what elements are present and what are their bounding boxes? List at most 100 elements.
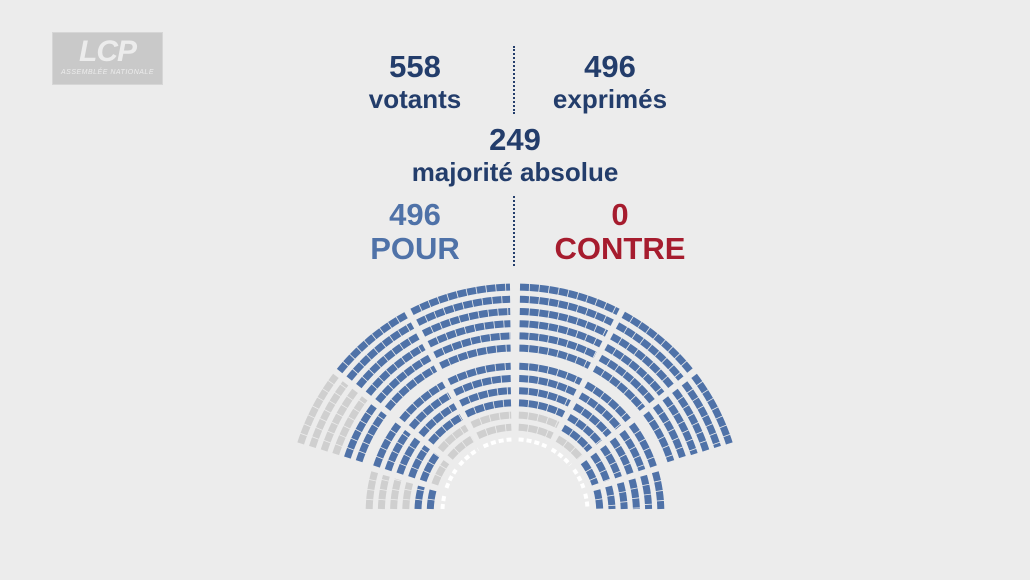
seat-row-pour [375, 354, 432, 404]
seat-row-pour [447, 362, 511, 386]
seat-row-absent [320, 388, 358, 452]
seat-row-empty [440, 493, 447, 510]
seat-row-pour [619, 430, 646, 472]
seat-row-pour [615, 322, 684, 381]
hemicycle-sector [336, 311, 480, 467]
exprimes-label: exprimés [552, 84, 668, 114]
seat-row-absent [377, 474, 390, 510]
divider-top [513, 46, 515, 114]
hemicycle-sector [583, 471, 665, 510]
seat-row-absent [297, 373, 339, 445]
seat-row-pour [519, 283, 620, 316]
seat-row-pour [365, 344, 426, 396]
seat-row-pour [651, 471, 665, 510]
seat-row-pour [621, 311, 694, 374]
seat-row-pour [336, 311, 409, 374]
seat-row-pour [580, 460, 599, 486]
seat-row-pour [567, 413, 602, 445]
seat-row-absent [518, 423, 554, 439]
seat-row-absent [390, 478, 402, 510]
seat-row-pour [519, 375, 577, 396]
logo-main-text: LCP [79, 35, 137, 68]
seat-row-pour [592, 365, 646, 411]
seat-row-pour [384, 430, 411, 472]
stat-votants: 558 votants [340, 50, 490, 115]
seat-row-pour [578, 392, 622, 430]
seat-row-pour [643, 411, 675, 463]
stat-pour: 496 POUR [340, 198, 490, 266]
seat-row-pour [356, 333, 420, 389]
seat-row-pour [662, 396, 698, 456]
seat-row-pour [691, 373, 733, 445]
seat-row-pour [408, 392, 452, 430]
seat-row-pour [519, 362, 583, 386]
hemicycle-sector [572, 373, 733, 489]
seat-row-pour [518, 387, 571, 407]
seat-row-pour [610, 333, 674, 389]
seat-row-absent [470, 411, 512, 429]
seat-row-pour [628, 478, 640, 510]
seat-row-pour [344, 403, 378, 459]
seat-row-pour [609, 437, 634, 475]
seat-row-pour [616, 482, 628, 510]
logo-sub-text: ASSEMBLÉE NATIONALE [60, 69, 154, 76]
seat-row-pour [428, 413, 463, 445]
seat-row-pour [459, 387, 512, 407]
seat-row-absent [476, 423, 512, 439]
seat-row-pour [410, 283, 511, 316]
votants-label: votants [368, 84, 462, 114]
seat-row-absent [555, 435, 583, 460]
lcp-logo: LCP ASSEMBLÉE NATIONALE [52, 32, 163, 85]
seat-row-pour [355, 411, 387, 463]
seat-row-pour [408, 445, 430, 479]
pour-value: 496 [389, 197, 441, 232]
pour-label: POUR [370, 231, 460, 266]
seat-row-pour [519, 344, 591, 369]
seat-row-absent [518, 411, 560, 429]
seat-row-pour [640, 474, 653, 510]
seat-row-empty [518, 437, 548, 449]
seat-row-pour [426, 489, 437, 510]
seat-row-pour [672, 388, 710, 452]
seat-row-absent [332, 396, 368, 456]
seat-row-pour [373, 422, 402, 468]
contre-value: 0 [611, 197, 629, 232]
seat-row-absent [447, 435, 475, 460]
seat-row-empty [583, 493, 590, 510]
seat-row-pour [433, 332, 511, 359]
seat-row-pour [584, 381, 631, 423]
majorite-value: 249 [489, 122, 541, 157]
divider-bottom [513, 196, 515, 266]
seat-row-pour [604, 344, 665, 396]
seat-row-pour [590, 452, 611, 483]
seat-row-pour [628, 422, 657, 468]
hemicycle-sector [365, 471, 447, 510]
hemicycle-sector [297, 373, 458, 489]
hemicycle-sector [518, 283, 620, 449]
seat-row-pour [396, 437, 421, 475]
seat-row-absent [365, 471, 379, 510]
seat-row-pour [605, 485, 616, 510]
seat-row-pour [561, 424, 593, 453]
majorite-label: majorité absolue [411, 157, 619, 187]
stat-contre: 0 CONTRE [535, 198, 705, 266]
seat-row-pour [416, 295, 511, 326]
seat-row-empty [572, 468, 586, 489]
contre-label: CONTRE [554, 231, 686, 266]
seat-row-pour [419, 452, 440, 483]
seat-row-pour [427, 320, 511, 348]
seat-row-pour [600, 445, 622, 479]
seat-row-pour [464, 399, 512, 418]
seat-row-pour [652, 403, 686, 459]
seat-row-pour [399, 381, 446, 423]
seat-row-pour [414, 485, 425, 510]
seat-row-pour [593, 489, 604, 510]
seat-row-pour [519, 295, 614, 326]
seat-row-pour [384, 365, 438, 411]
seat-row-absent [402, 482, 414, 510]
seat-row-pour [439, 344, 511, 369]
seat-row-pour [518, 399, 566, 418]
stat-exprimes: 496 exprimés [535, 50, 685, 115]
seat-row-absent [309, 381, 349, 448]
